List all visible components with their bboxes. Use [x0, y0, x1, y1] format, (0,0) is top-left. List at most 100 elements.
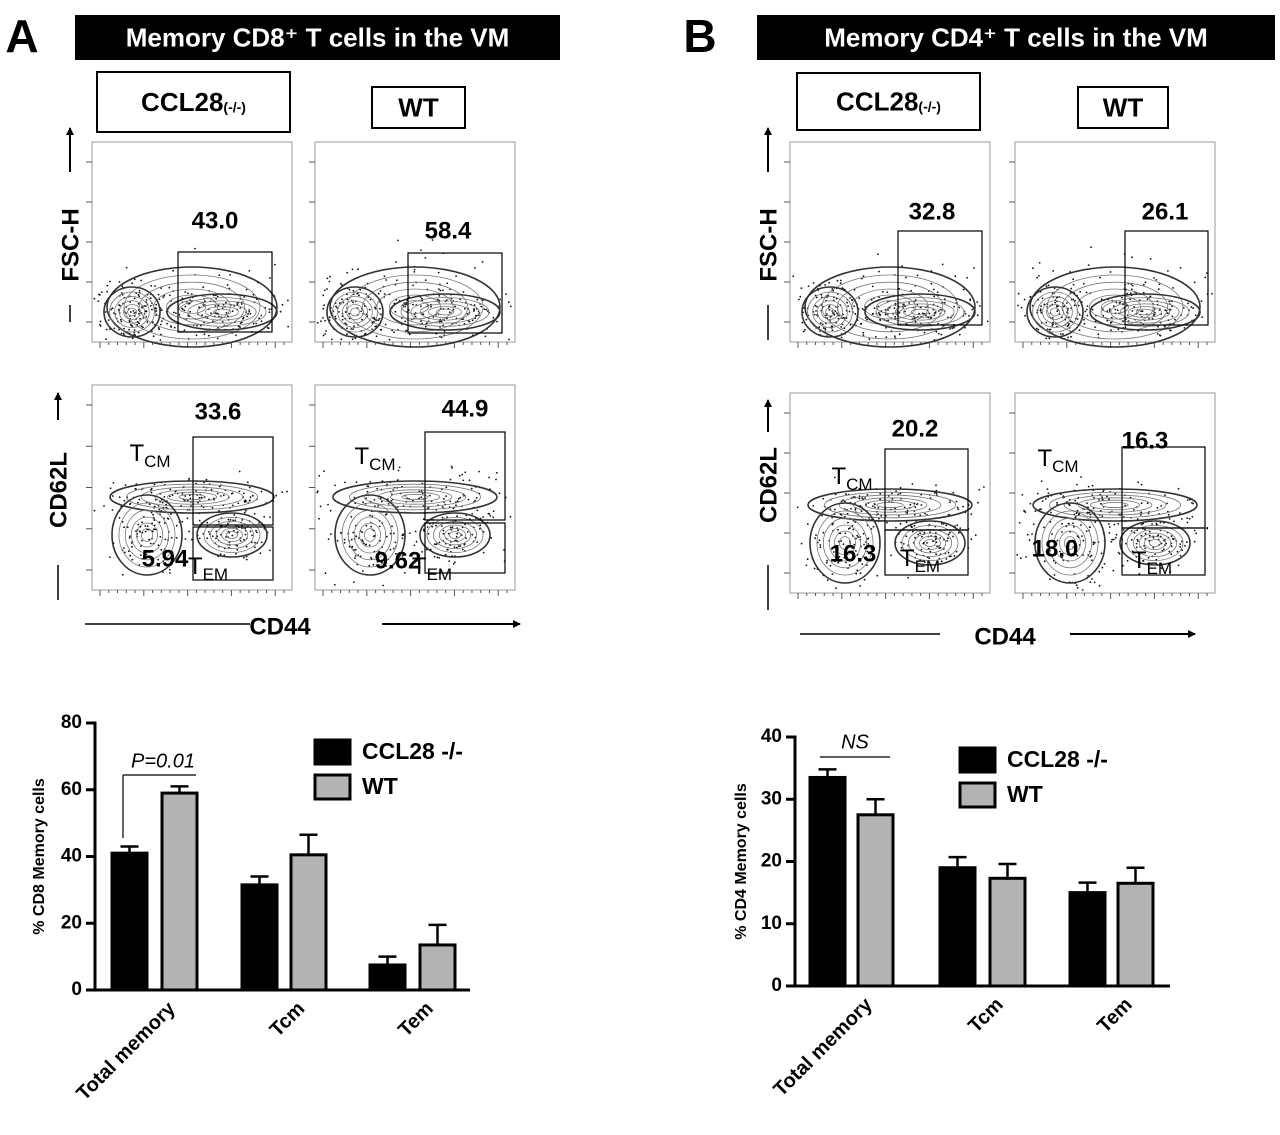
event-dot: [1113, 523, 1116, 526]
event-dot: [1188, 517, 1191, 520]
event-dot: [871, 313, 874, 315]
event-dot: [920, 548, 923, 551]
event-dot: [1131, 550, 1134, 553]
event-dot: [841, 323, 844, 326]
event-dot: [327, 538, 330, 540]
event-dot: [211, 535, 214, 538]
event-dot: [357, 268, 359, 271]
event-dot: [843, 500, 846, 503]
event-dot: [928, 312, 931, 315]
event-dot: [223, 554, 226, 556]
event-dot: [432, 316, 435, 318]
event-dot: [395, 261, 397, 263]
event-dot: [362, 501, 364, 503]
event-dot: [354, 557, 356, 559]
event-dot: [161, 501, 164, 504]
event-dot: [932, 540, 934, 543]
event-dot: [844, 551, 846, 554]
event-dot: [376, 487, 379, 490]
event-dot: [953, 555, 956, 557]
contour-line: [225, 531, 238, 539]
event-dot: [221, 307, 224, 309]
event-dot: [246, 315, 249, 318]
group-box: [796, 72, 981, 131]
event-dot: [130, 324, 133, 327]
event-dot: [1160, 505, 1163, 507]
event-dot: [203, 333, 206, 335]
y-tick-label: 0: [771, 975, 782, 996]
event-dot: [1136, 518, 1139, 520]
event-dot: [206, 521, 209, 524]
event-dot: [243, 511, 246, 514]
event-dot: [361, 570, 364, 572]
event-dot: [133, 278, 136, 281]
contour-line: [1026, 286, 1084, 338]
contour-line: [359, 522, 381, 548]
event-dot: [1117, 328, 1120, 331]
x-tick-label: Total memory: [73, 997, 181, 1105]
event-dot: [1056, 501, 1058, 504]
contour-plot: [86, 384, 293, 596]
event-dot: [345, 323, 348, 326]
event-dot: [968, 314, 970, 317]
event-dot: [934, 538, 937, 541]
gate-tem: [884, 529, 969, 576]
event-dot: [1185, 541, 1188, 544]
event-dot: [846, 512, 849, 515]
event-dot: [415, 540, 418, 543]
event-dot: [420, 490, 423, 493]
event-dot: [1149, 258, 1152, 260]
event-dot: [232, 519, 235, 522]
event-dot: [954, 275, 957, 278]
event-dot: [129, 535, 131, 538]
event-dot: [1089, 581, 1092, 583]
event-dot: [864, 497, 866, 499]
event-dot: [450, 297, 453, 300]
event-dot: [104, 311, 107, 313]
event-dot: [340, 338, 343, 341]
event-dot: [822, 327, 825, 329]
event-dot: [849, 297, 851, 299]
event-dot: [1179, 512, 1181, 514]
event-dot: [886, 521, 888, 524]
event-dot: [137, 293, 140, 296]
event-dot: [1122, 529, 1125, 531]
event-dot: [935, 492, 938, 495]
event-dot: [834, 493, 837, 496]
event-dot: [119, 318, 122, 321]
contour-line: [1101, 502, 1129, 508]
event-dot: [1075, 553, 1078, 556]
contour-line: [907, 528, 953, 558]
event-dot: [844, 532, 847, 535]
event-dot: [856, 569, 859, 572]
event-dot: [1070, 335, 1072, 338]
event-dot: [136, 323, 139, 326]
event-dot: [1041, 297, 1044, 300]
event-dot: [867, 545, 870, 548]
event-dot: [826, 559, 828, 562]
event-dot: [814, 537, 816, 540]
annotation: P=0.01: [131, 750, 195, 772]
event-dot: [831, 523, 834, 526]
event-dot: [111, 307, 114, 310]
event-dot: [188, 477, 191, 480]
event-dot: [1142, 559, 1144, 562]
event-dot: [1088, 511, 1091, 514]
contour-line: [1132, 528, 1178, 558]
event-dot: [401, 537, 404, 540]
event-dot: [492, 516, 495, 519]
event-dot: [866, 494, 869, 496]
event-dot: [798, 298, 800, 301]
event-dot: [124, 551, 126, 554]
event-dot: [840, 279, 842, 282]
contour-line: [114, 296, 150, 328]
event-dot: [441, 289, 444, 292]
event-dot: [1091, 578, 1093, 580]
contour-line: [1135, 308, 1155, 316]
event-dot: [1140, 523, 1143, 526]
event-dot: [150, 488, 152, 491]
x-tick-label: Tcm: [964, 994, 1008, 1038]
event-dot: [1036, 492, 1039, 495]
event-dot: [365, 497, 368, 500]
event-dot: [379, 307, 381, 310]
